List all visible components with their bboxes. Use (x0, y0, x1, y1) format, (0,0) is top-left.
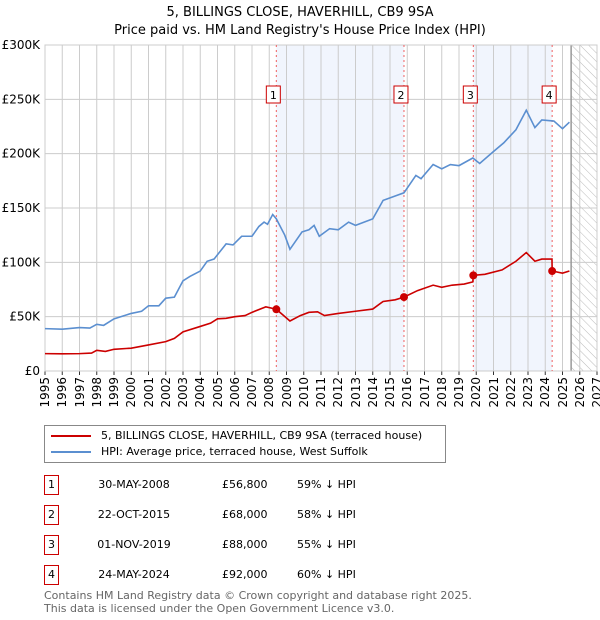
plot-border (44, 44, 598, 372)
title-line: 5, BILLINGS CLOSE, HAVERHILL, CB9 9SA (166, 5, 434, 20)
transaction-row: 2 22-OCT-2015 £68,000 58% ↓ HPI (44, 505, 444, 525)
sale-label: 1 (270, 89, 277, 102)
legend: 5, BILLINGS CLOSE, HAVERHILL, CB9 9SA (t… (44, 425, 446, 463)
transaction-row: 3 01-NOV-2019 £88,000 55% ↓ HPI (44, 535, 444, 555)
x-tick-label: 2013 (348, 377, 363, 408)
sale-label-box (541, 85, 557, 104)
transaction-number-badge: 4 (44, 565, 59, 585)
series-line-property (44, 251, 570, 355)
sale-label: 2 (397, 89, 404, 102)
x-tick-label: 2026 (572, 377, 587, 408)
y-tick-label: £200K (2, 147, 42, 161)
x-tick-label: 2003 (176, 377, 190, 408)
x-tick-label: 2027 (590, 377, 600, 408)
x-tick-label: 2008 (262, 377, 277, 408)
series-line-hpi (44, 108, 570, 330)
y-tick-label: £100K (2, 255, 42, 269)
transaction-number-badge: 2 (44, 505, 59, 525)
x-tick-label: 2021 (486, 377, 501, 408)
x-tick-label: 1997 (72, 377, 87, 408)
x-tick-label: 2002 (158, 377, 173, 408)
x-tick-label: 2014 (365, 377, 380, 408)
transaction-date: 22-OCT-2015 (97, 508, 171, 521)
x-tick-label: 1999 (107, 377, 121, 408)
x-tick-label: 2007 (245, 377, 259, 408)
sale-point (469, 271, 478, 280)
transaction-price: £68,000 (222, 508, 268, 521)
legend-item-property: 5, BILLINGS CLOSE, HAVERHILL, CB9 9SA (t… (51, 429, 422, 443)
y-tick-label: £300K (2, 38, 42, 52)
transaction-hpi-diff: 58% ↓ HPI (297, 508, 356, 521)
x-tick-label: 2016 (400, 377, 415, 408)
footer-line: This data is licensed under the Open Gov… (44, 602, 395, 615)
sale-label: 3 (467, 89, 474, 102)
sale-label-box (265, 85, 281, 104)
footer-line: Contains HM Land Registry data © Crown c… (44, 589, 472, 602)
transaction-number-badge: 1 (44, 475, 59, 495)
x-tick-label: 2005 (210, 377, 225, 408)
x-tick-label: 1998 (89, 377, 104, 408)
y-tick-label: £50K (9, 310, 41, 324)
x-tick-label: 2019 (452, 377, 466, 408)
transaction-date: 01-NOV-2019 (97, 538, 171, 551)
transaction-date: 24-MAY-2024 (98, 568, 170, 581)
x-tick-label: 1996 (55, 377, 70, 408)
transaction-hpi-diff: 59% ↓ HPI (297, 478, 356, 491)
footer: Contains HM Land Registry data © Crown c… (44, 589, 472, 615)
x-tick-label: 2010 (296, 377, 311, 408)
subtitle-line: Price paid vs. HM Land Registry's House … (114, 23, 486, 38)
transaction-number-badge: 3 (44, 535, 59, 555)
x-tick-label: 2000 (124, 377, 139, 408)
x-tick-label: 2004 (193, 377, 208, 408)
x-tick-label: 1995 (38, 377, 52, 408)
blue-line-swatch (51, 451, 91, 453)
x-tick-label: 2022 (503, 377, 518, 408)
legend-item-hpi: HPI: Average price, terraced house, West… (51, 445, 368, 459)
legend-label: HPI: Average price, terraced house, West… (101, 445, 368, 458)
x-tick-label: 2024 (538, 377, 553, 408)
x-tick-label: 2012 (331, 377, 346, 408)
sale-label-box (393, 85, 409, 104)
x-tick-label: 2017 (417, 377, 432, 408)
x-tick-label: 2018 (434, 377, 449, 408)
x-tick-label: 2001 (141, 377, 156, 408)
y-tick-label: £250K (2, 92, 42, 106)
transaction-hpi-diff: 60% ↓ HPI (297, 568, 356, 581)
transaction-row: 1 30-MAY-2008 £56,800 59% ↓ HPI (44, 475, 444, 495)
x-tick-label: 2023 (521, 377, 535, 408)
transaction-price: £56,800 (222, 478, 268, 491)
sale-point (399, 293, 408, 302)
sale-point (272, 305, 281, 314)
x-tick-label: 2006 (227, 377, 242, 408)
sale-label-box (462, 85, 478, 104)
legend-label: 5, BILLINGS CLOSE, HAVERHILL, CB9 9SA (t… (101, 429, 423, 442)
y-tick-label: £150K (2, 201, 42, 215)
transaction-row: 4 24-MAY-2024 £92,000 60% ↓ HPI (44, 565, 444, 585)
y-tick-label: £0 (25, 364, 40, 378)
x-tick-label: 2025 (555, 377, 570, 408)
transaction-price: £88,000 (222, 538, 268, 551)
x-tick-label: 2011 (314, 377, 328, 408)
transaction-date: 30-MAY-2008 (98, 478, 170, 491)
red-line-swatch (51, 435, 91, 437)
x-tick-label: 2020 (469, 377, 484, 408)
price-chart: £0 £50K £100K £150K £200K £250K £300K 1 2 3 4 (2, 38, 598, 378)
x-tick-label: 2009 (279, 377, 294, 408)
sale-point (548, 267, 557, 276)
transaction-hpi-diff: 55% ↓ HPI (297, 538, 356, 551)
x-tick-label: 2015 (383, 377, 397, 408)
sale-label: 4 (546, 89, 553, 102)
chart-title: 5, BILLINGS CLOSE, HAVERHILL, CB9 9SA Pr… (0, 4, 600, 40)
transaction-price: £92,000 (222, 568, 268, 581)
